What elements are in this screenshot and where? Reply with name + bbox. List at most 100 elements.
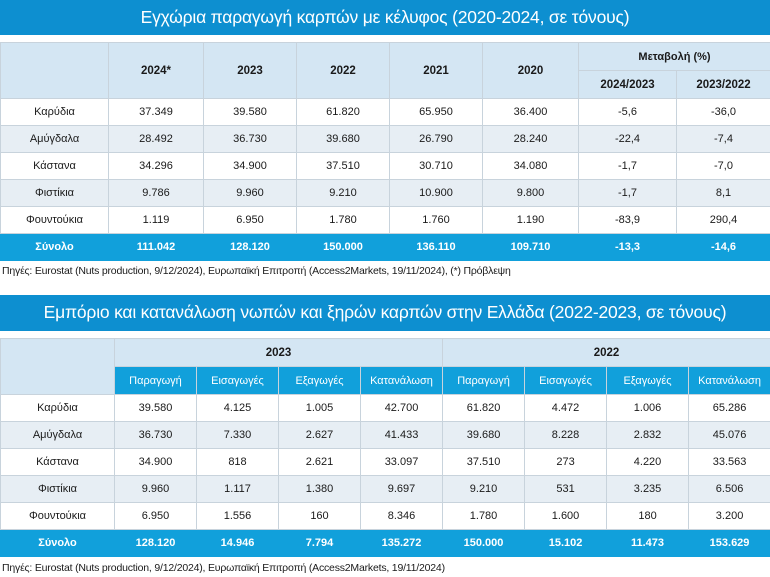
cell: -7,0	[676, 152, 770, 180]
cell: 180	[606, 502, 690, 530]
table-row: Καρύδια 39.580 4.125 1.005 42.700 61.820…	[0, 394, 770, 422]
col-header: Κατανάλωση	[359, 366, 444, 395]
col-header: Εισαγωγές	[524, 366, 608, 395]
row-label: Φουντούκια	[0, 502, 115, 530]
total-cell: 7.794	[278, 529, 361, 557]
total-cell: 128.120	[114, 529, 197, 557]
col-header: Κατανάλωση	[688, 366, 770, 395]
cell: 30.710	[389, 152, 483, 180]
table-row: Κάστανα 34.296 34.900 37.510 30.710 34.0…	[0, 152, 770, 180]
total-label: Σύνολο	[0, 233, 109, 261]
cell: 39.680	[296, 125, 390, 153]
total-cell: 136.110	[389, 233, 483, 261]
col-header: Εξαγωγές	[606, 366, 690, 395]
row-label: Κάστανα	[0, 448, 115, 476]
total-cell: 111.042	[108, 233, 204, 261]
cell: 2.627	[278, 421, 361, 449]
cell: 4.220	[606, 448, 690, 476]
cell: 9.960	[114, 475, 197, 503]
cell: 160	[278, 502, 361, 530]
table-row: Κάστανα 34.900 818 2.621 33.097 37.510 2…	[0, 448, 770, 476]
total-cell: 109.710	[482, 233, 579, 261]
cell: 61.820	[296, 98, 390, 126]
cell: 9.800	[482, 179, 579, 207]
total-cell: 135.272	[359, 529, 444, 557]
cell: 9.210	[442, 475, 526, 503]
table-row: Φουντούκια 6.950 1.556 160 8.346 1.780 1…	[0, 502, 770, 530]
trade-consumption-table: 2023 2022 Παραγωγή Εισαγωγές Εξαγωγές Κα…	[0, 338, 770, 557]
cell: -1,7	[578, 179, 677, 207]
cell: 290,4	[676, 206, 770, 234]
row-label: Φιστίκια	[0, 179, 109, 207]
cell: 6.950	[203, 206, 297, 234]
cell: -83,9	[578, 206, 677, 234]
cell: 37.510	[296, 152, 390, 180]
cell: 3.200	[688, 502, 770, 530]
cell: 65.286	[688, 394, 770, 422]
cell: 39.580	[114, 394, 197, 422]
table-row: Φιστίκια 9.960 1.117 1.380 9.697 9.210 5…	[0, 475, 770, 503]
cell: 9.210	[296, 179, 390, 207]
cell: 65.950	[389, 98, 483, 126]
table-row: Αμύγδαλα 36.730 7.330 2.627 41.433 39.68…	[0, 421, 770, 449]
total-cell: -13,3	[578, 233, 677, 261]
cell: 6.506	[688, 475, 770, 503]
cell: 1.780	[296, 206, 390, 234]
table2-source: Πηγές: Eurostat (Nuts production, 9/12/2…	[2, 562, 445, 574]
total-cell: 150.000	[442, 529, 526, 557]
cell: 37.510	[442, 448, 526, 476]
cell: 34.900	[203, 152, 297, 180]
header-corner	[0, 42, 109, 99]
cell: -7,4	[676, 125, 770, 153]
cell: 1.780	[442, 502, 526, 530]
change-group-header: Μεταβολή (%)	[578, 42, 770, 71]
row-label: Αμύγδαλα	[0, 125, 109, 153]
cell: -5,6	[578, 98, 677, 126]
cell: 26.790	[389, 125, 483, 153]
table-row: Αμύγδαλα 28.492 36.730 39.680 26.790 28.…	[0, 125, 770, 153]
total-cell: 11.473	[606, 529, 690, 557]
cell: 34.296	[108, 152, 204, 180]
cell: 1.005	[278, 394, 361, 422]
total-row: Σύνολο 111.042 128.120 150.000 136.110 1…	[0, 233, 770, 261]
table1-source: Πηγές: Eurostat (Nuts production, 9/12/2…	[2, 265, 511, 277]
cell: 33.097	[359, 448, 444, 476]
col-header: 2020	[482, 42, 579, 99]
col-header: Εξαγωγές	[278, 366, 361, 395]
cell: 1.380	[278, 475, 361, 503]
col-header: 2023/2022	[676, 70, 770, 99]
row-label: Καρύδια	[0, 394, 115, 422]
col-header: 2021	[389, 42, 483, 99]
cell: 9.960	[203, 179, 297, 207]
total-cell: 150.000	[296, 233, 390, 261]
cell: 3.235	[606, 475, 690, 503]
cell: -22,4	[578, 125, 677, 153]
row-label: Φουντούκια	[0, 206, 109, 234]
nut-production-table: 2024* 2023 2022 2021 2020 Μεταβολή (%) 2…	[0, 42, 770, 261]
cell: 1.119	[108, 206, 204, 234]
total-cell: 15.102	[524, 529, 608, 557]
total-cell: 128.120	[203, 233, 297, 261]
table-row: Φουντούκια 1.119 6.950 1.780 1.760 1.190…	[0, 206, 770, 234]
table-row: Καρύδια 37.349 39.580 61.820 65.950 36.4…	[0, 98, 770, 126]
cell: 9.697	[359, 475, 444, 503]
total-row: Σύνολο 128.120 14.946 7.794 135.272 150.…	[0, 529, 770, 557]
cell: 4.472	[524, 394, 608, 422]
year-header-2022: 2022	[442, 338, 770, 367]
cell: 33.563	[688, 448, 770, 476]
cell: 37.349	[108, 98, 204, 126]
cell: 34.900	[114, 448, 197, 476]
cell: 1.190	[482, 206, 579, 234]
total-cell: 14.946	[196, 529, 279, 557]
cell: 8.228	[524, 421, 608, 449]
cell: 1.760	[389, 206, 483, 234]
cell: 7.330	[196, 421, 279, 449]
cell: 39.580	[203, 98, 297, 126]
cell: -1,7	[578, 152, 677, 180]
cell: 10.900	[389, 179, 483, 207]
cell: 531	[524, 475, 608, 503]
col-header: Εισαγωγές	[196, 366, 279, 395]
header-corner	[0, 338, 115, 395]
cell: 45.076	[688, 421, 770, 449]
col-header: 2022	[296, 42, 390, 99]
